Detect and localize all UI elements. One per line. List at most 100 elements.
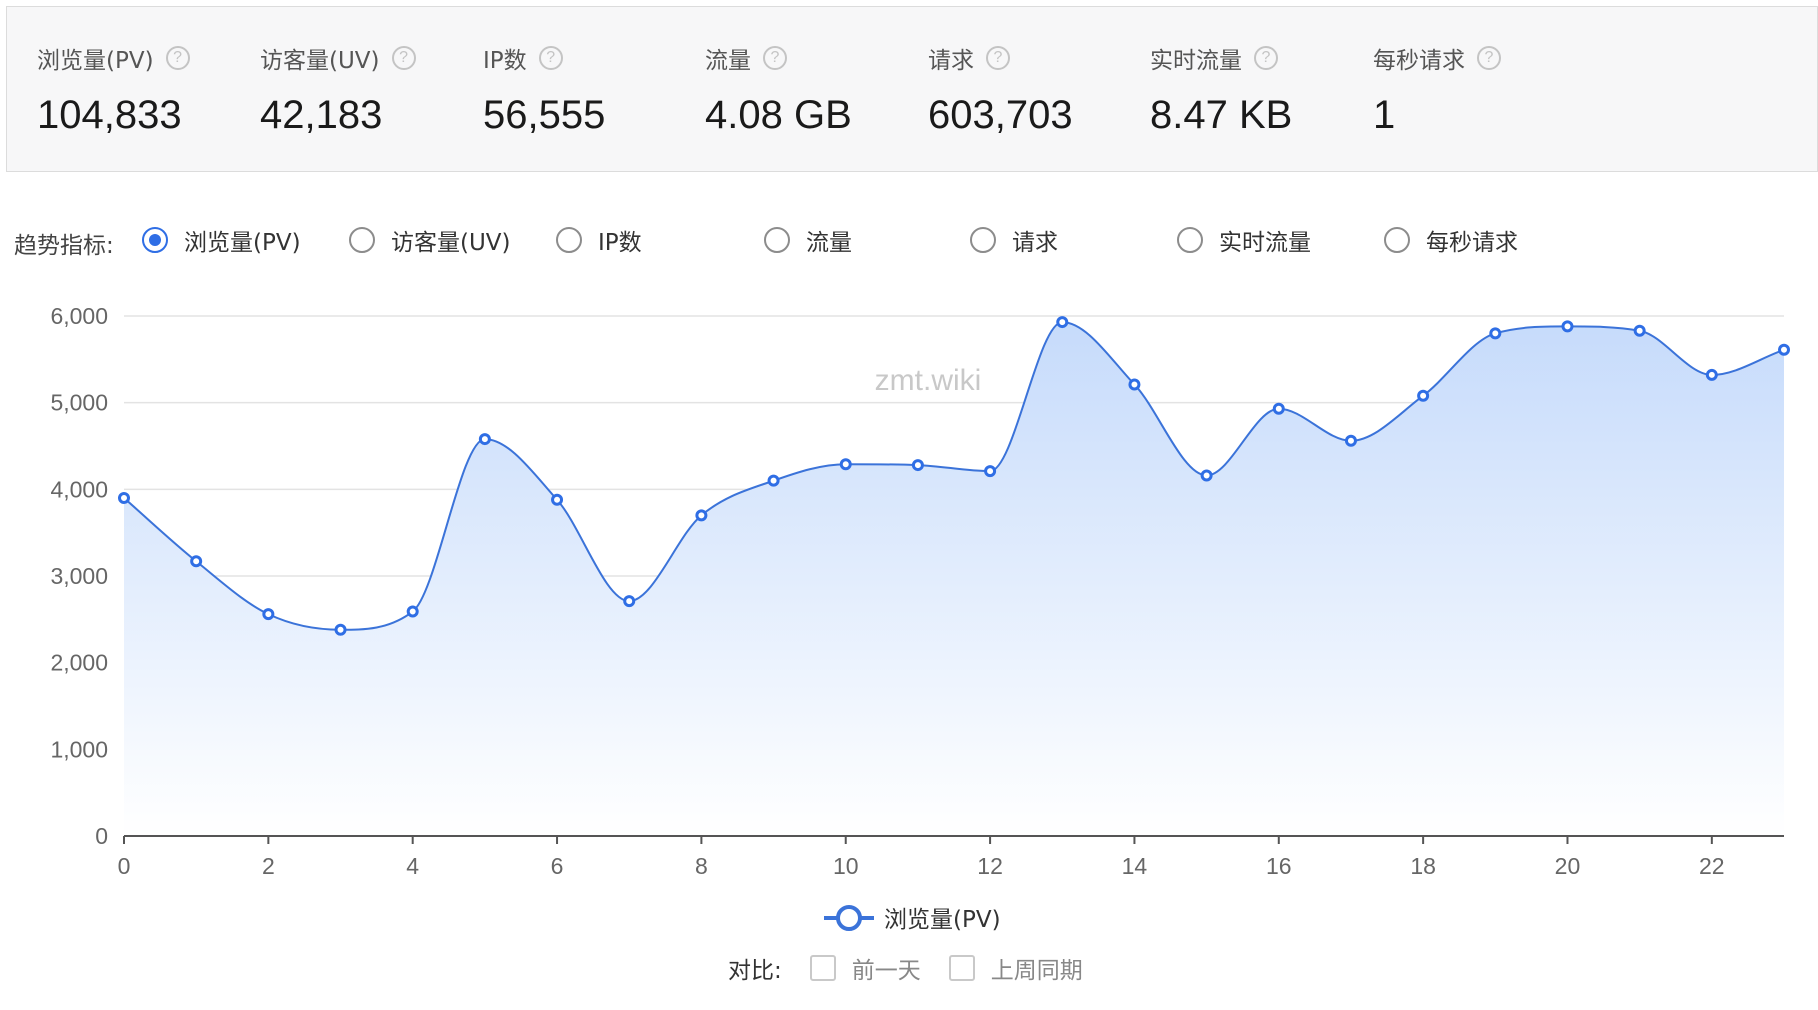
radio-unchecked-icon[interactable]	[970, 227, 996, 253]
series-line	[123, 321, 1785, 631]
stat-label: IP数	[483, 48, 527, 74]
radio-unchecked-icon[interactable]	[1384, 227, 1410, 253]
compare-last-week[interactable]: 上周同期	[948, 951, 1083, 985]
x-tick-label: 12	[977, 853, 1003, 879]
data-point[interactable]	[406, 605, 419, 618]
question-circle-icon[interactable]: ?	[538, 46, 563, 70]
chart-axes: 0 1,000 2,000 3,000 4,000 5,000 6,000 0 2 4 6 8 10 12…	[50, 303, 1784, 879]
data-point[interactable]	[623, 595, 636, 608]
data-point[interactable]	[1200, 469, 1213, 482]
data-point[interactable]	[1489, 327, 1502, 340]
x-tick-label: 16	[1266, 853, 1292, 879]
data-point[interactable]	[1561, 320, 1574, 333]
x-tick-label: 6	[551, 853, 564, 879]
trend-option-ip[interactable]: IP数	[556, 222, 642, 258]
question-circle-icon[interactable]: ?	[1477, 46, 1501, 70]
series-area-fill	[124, 322, 1784, 836]
data-point[interactable]	[478, 433, 491, 446]
chart-series-line-group	[123, 321, 1785, 631]
data-point[interactable]	[1344, 434, 1357, 447]
trend-option-requests[interactable]: 请求	[970, 222, 1058, 258]
question-circle-icon[interactable]: ?	[1254, 46, 1278, 70]
y-tick-label: 4,000	[50, 476, 108, 502]
trend-option-label: 请求	[1012, 230, 1058, 256]
data-point[interactable]	[839, 458, 852, 471]
data-point[interactable]	[334, 623, 347, 636]
y-tick-label: 0	[95, 823, 108, 849]
checkbox-icon[interactable]	[948, 955, 975, 981]
data-point[interactable]	[190, 555, 203, 568]
trend-option-label: 访客量(UV)	[391, 230, 511, 256]
chart-area-fill-group	[124, 322, 1784, 836]
stat-traffic: 流量 ? 4.08 GB	[675, 7, 915, 171]
checkbox-icon[interactable]	[809, 955, 836, 981]
x-tick-label: 10	[833, 853, 859, 879]
question-circle-icon[interactable]: ?	[391, 46, 416, 70]
x-tick-label: 18	[1410, 853, 1436, 879]
stat-label: 每秒请求	[1373, 48, 1465, 74]
stat-label: 访客量(UV)	[260, 48, 380, 74]
stat-value: 603,703	[928, 93, 1073, 137]
radio-unchecked-icon[interactable]	[764, 227, 790, 253]
stat-value: 8.47 KB	[1150, 93, 1293, 137]
trend-option-traffic[interactable]: 流量	[764, 222, 852, 258]
radio-unchecked-icon[interactable]	[556, 227, 582, 253]
data-point[interactable]	[1056, 316, 1069, 329]
stats-panel: 浏览量(PV) ? 104,833 访客量(UV) ? 42,183 IP数 ?…	[6, 6, 1818, 172]
y-tick-label: 1,000	[50, 736, 108, 762]
x-tick-label: 8	[695, 853, 708, 879]
trend-option-pv[interactable]: 浏览量(PV)	[142, 222, 301, 258]
trend-option-requests-per-second[interactable]: 每秒请求	[1384, 222, 1518, 258]
trend-metric-selector: 趋势指标: 浏览量(PV) 访客量(UV) IP数 流量 请求 实时流量 每秒请…	[14, 222, 1804, 259]
data-point[interactable]	[1633, 324, 1646, 337]
trend-option-label: 每秒请求	[1426, 230, 1518, 256]
trend-option-label: 实时流量	[1219, 230, 1311, 256]
trend-option-realtime-traffic[interactable]: 实时流量	[1177, 222, 1311, 258]
stat-label: 实时流量	[1150, 48, 1242, 74]
compare-label: 对比:	[728, 958, 782, 984]
stat-label: 浏览量(PV)	[37, 48, 154, 74]
chart-points	[118, 316, 1790, 636]
data-point[interactable]	[262, 608, 275, 621]
y-tick-label: 5,000	[50, 390, 108, 416]
x-tick-label: 20	[1555, 853, 1581, 879]
stat-label: 流量	[705, 48, 751, 74]
trend-option-label: 流量	[806, 230, 852, 256]
radio-unchecked-icon[interactable]	[349, 227, 375, 253]
data-point[interactable]	[767, 474, 780, 487]
stat-value: 104,833	[37, 93, 182, 137]
radio-checked-icon[interactable]	[142, 227, 168, 253]
stat-value: 4.08 GB	[705, 93, 852, 137]
stat-uv: 访客量(UV) ? 42,183	[230, 7, 470, 171]
watermark: zmt.wiki	[875, 364, 982, 397]
trend-option-label: 浏览量(PV)	[184, 230, 301, 256]
stat-pv: 浏览量(PV) ? 104,833	[7, 7, 247, 171]
data-point[interactable]	[911, 459, 924, 472]
data-point[interactable]	[1778, 343, 1790, 356]
data-point[interactable]	[1705, 368, 1718, 381]
compare-previous-day[interactable]: 前一天	[809, 951, 921, 985]
x-tick-label: 22	[1699, 853, 1725, 879]
x-tick-label: 2	[262, 853, 275, 879]
stat-value: 42,183	[260, 93, 383, 137]
trend-label: 趋势指标:	[14, 233, 114, 259]
data-point[interactable]	[1417, 389, 1430, 402]
stat-requests: 请求 ? 603,703	[898, 7, 1138, 171]
x-tick-label: 4	[406, 853, 419, 879]
data-point[interactable]	[1128, 378, 1141, 391]
question-circle-icon[interactable]: ?	[986, 46, 1010, 70]
data-point[interactable]	[1272, 402, 1285, 415]
stat-value: 56,555	[483, 93, 606, 137]
question-circle-icon[interactable]: ?	[165, 46, 190, 70]
trend-chart: zmt.wiki 0 1,000 2,000 3,000 4,000 5,000 6,000…	[50, 303, 1790, 933]
radio-unchecked-icon[interactable]	[1177, 227, 1203, 253]
data-point[interactable]	[551, 493, 564, 506]
data-point[interactable]	[695, 509, 708, 522]
compare-option-label: 上周同期	[990, 958, 1083, 984]
data-point[interactable]	[984, 465, 997, 478]
chart-legend[interactable]: 浏览量(PV)	[824, 905, 1001, 933]
legend-marker-icon	[836, 905, 862, 931]
trend-option-uv[interactable]: 访客量(UV)	[349, 222, 511, 258]
question-circle-icon[interactable]: ?	[763, 46, 787, 70]
data-point[interactable]	[118, 492, 130, 504]
